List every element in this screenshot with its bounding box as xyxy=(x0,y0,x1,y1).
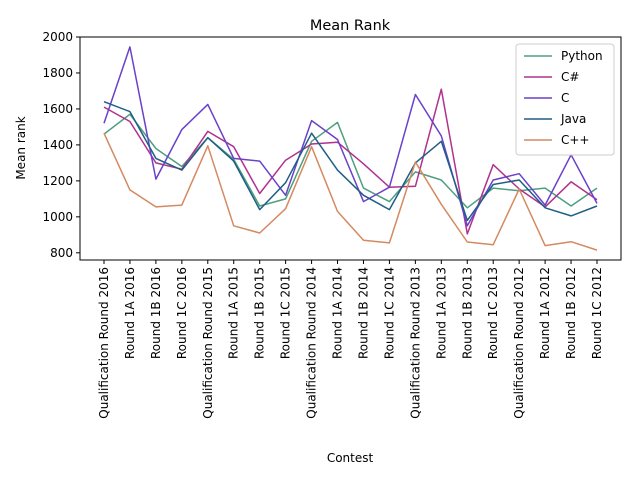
x-tick-label: Round 1C 2014 xyxy=(382,267,396,359)
y-tick-label: 1600 xyxy=(42,102,73,116)
series-line-c xyxy=(103,132,598,251)
y-tick-label: 1200 xyxy=(42,174,73,188)
x-tick-label: Round 1C 2013 xyxy=(486,267,500,359)
x-tick-label: Qualification Round 2016 xyxy=(97,267,111,419)
y-tick-label: 1000 xyxy=(42,210,73,224)
x-tick-label: Round 1C 2016 xyxy=(175,267,189,359)
x-tick-label: Round 1A 2016 xyxy=(123,267,137,359)
x-tick-label: Qualification Round 2013 xyxy=(408,267,422,419)
legend-entry: C xyxy=(561,91,569,105)
x-tick-label: Round 1A 2012 xyxy=(538,267,552,359)
x-tick-label: Round 1A 2014 xyxy=(331,267,345,359)
series-line-java xyxy=(103,100,598,222)
legend: Python C# C Java C++ xyxy=(515,43,615,156)
x-tick-label: Round 1B 2014 xyxy=(356,267,370,359)
x-tick-label: Round 1A 2015 xyxy=(227,267,241,359)
x-tick-label: Qualification Round 2015 xyxy=(201,267,215,419)
legend-box xyxy=(515,43,615,156)
x-tick-label: Round 1B 2013 xyxy=(460,267,474,359)
x-tick-label: Qualification Round 2014 xyxy=(305,267,319,419)
x-tick-label: Round 1B 2016 xyxy=(149,267,163,359)
x-tick-label: Round 1B 2015 xyxy=(253,267,267,359)
plot-frame xyxy=(79,36,622,261)
y-axis: 800 1000 1200 1400 1600 1800 2000 xyxy=(42,30,80,260)
y-tick-label: 1800 xyxy=(42,66,73,80)
legend-entry: Python xyxy=(561,49,603,63)
x-tick-label: Qualification Round 2012 xyxy=(512,267,526,419)
y-tick-label: 800 xyxy=(50,246,73,260)
x-tick-label: Round 1C 2015 xyxy=(279,267,293,359)
legend-entry: C++ xyxy=(561,133,590,147)
legend-entry: C# xyxy=(561,70,579,84)
x-tick-label: Round 1A 2013 xyxy=(434,267,448,359)
x-tick-label: Round 1C 2012 xyxy=(590,267,604,359)
x-tick-label: Round 1B 2012 xyxy=(564,267,578,359)
y-tick-label: 2000 xyxy=(42,30,73,44)
series-line-c xyxy=(103,88,598,235)
plot-lines xyxy=(103,46,598,251)
x-axis: Qualification Round 2016 Round 1A 2016 Rou… xyxy=(97,260,604,419)
series-line-c xyxy=(103,46,598,227)
chart-title: Mean Rank xyxy=(310,18,391,34)
y-tick-label: 1400 xyxy=(42,138,73,152)
legend-entry: Java xyxy=(560,112,586,126)
y-axis-label: Mean rank xyxy=(14,116,28,179)
x-axis-label: Contest xyxy=(327,451,374,465)
